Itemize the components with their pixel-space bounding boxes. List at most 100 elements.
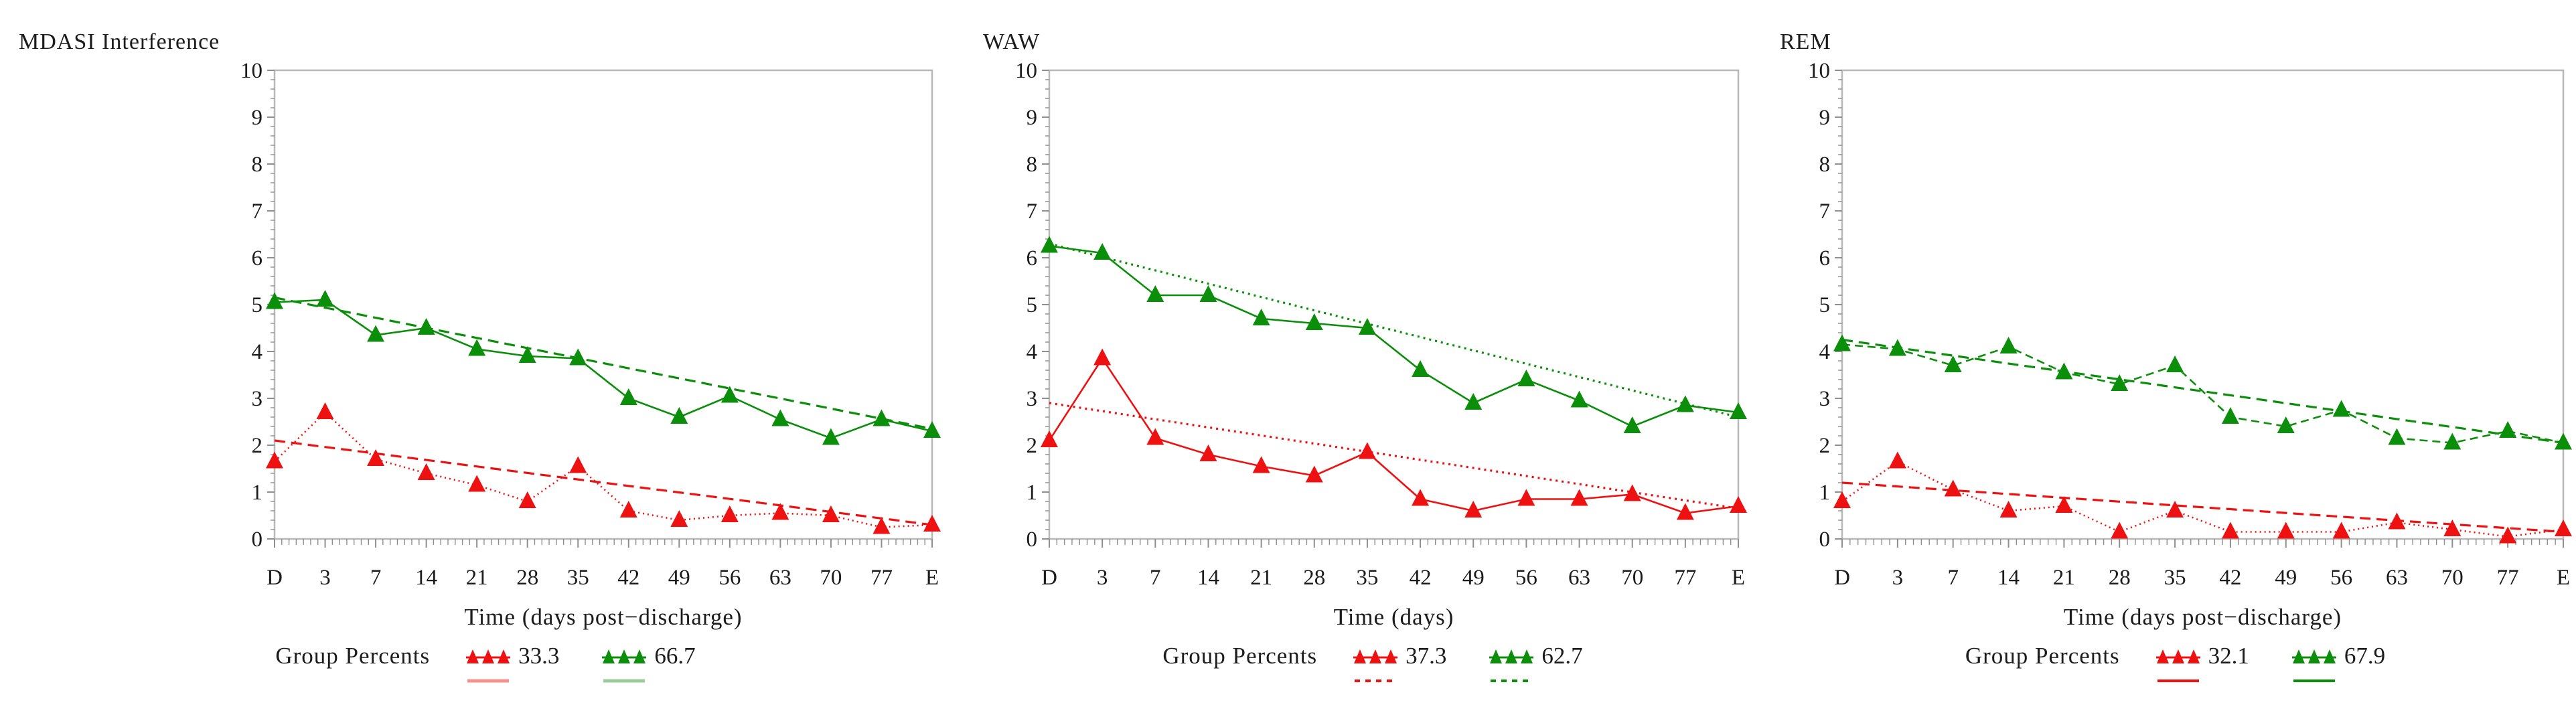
green-data-point-marker — [2221, 407, 2239, 424]
y-tick-label: 5 — [1819, 293, 1831, 317]
green-data-point-marker — [1358, 318, 1376, 335]
legend-group-label: Group Percents — [1162, 643, 1318, 669]
legend-group-label: Group Percents — [275, 643, 431, 669]
x-tick-label: E — [1732, 566, 1745, 590]
green-series-line — [1049, 245, 1739, 428]
red-data-point-marker — [1146, 428, 1164, 445]
green-data-point-marker — [2443, 432, 2461, 450]
green-trend-legend-swatch — [1491, 680, 1533, 682]
red-data-point-marker — [1676, 503, 1694, 520]
green-data-point-marker — [518, 346, 536, 363]
red-series-percent: 32.1 — [2208, 643, 2249, 669]
red-series-legend-swatch — [1353, 649, 1398, 663]
chart-panel-rem: 0 1 2 3 4 5 6 7 8 9 10 D 3 7 14 21 28 35 42 49 56 63 70 77 E REM… — [1774, 0, 2576, 717]
green-trend-legend-swatch — [603, 679, 646, 683]
red-data-point-marker — [822, 505, 840, 522]
green-data-point-marker — [1041, 236, 1058, 253]
red-data-point-marker — [1199, 445, 1217, 461]
x-tick-label: 77 — [870, 566, 893, 590]
green-data-point-marker — [1093, 243, 1112, 260]
y-tick-label: 4 — [1027, 340, 1038, 364]
green-data-point-marker — [2499, 421, 2517, 438]
y-tick-label: 7 — [1027, 200, 1038, 224]
green-data-point-marker — [1412, 360, 1430, 377]
chart-panel-waw: 0 1 2 3 4 5 6 7 8 9 10 D 3 7 14 21 28 35 42 49 56 63 70 77 E WAW… — [971, 0, 1774, 717]
y-tick-label: 1 — [1027, 481, 1038, 505]
x-tick-label: 14 — [1997, 566, 2020, 590]
red-series-line — [1048, 357, 1739, 514]
red-data-point-marker — [1944, 479, 1962, 497]
red-trend-line — [1049, 402, 1739, 510]
red-data-point-marker — [1517, 489, 1535, 506]
x-tick-label: 3 — [1892, 566, 1904, 590]
y-tick-label: 7 — [1819, 200, 1831, 224]
x-tick-label: 42 — [1410, 566, 1432, 590]
x-tick-label: 28 — [1303, 566, 1325, 590]
red-data-point-marker — [619, 501, 637, 517]
y-tick-label: 0 — [1819, 528, 1831, 552]
y-tick-label: 9 — [252, 106, 263, 130]
green-series-line — [1841, 343, 2564, 444]
x-axis-title: Time (days post−discharge) — [464, 604, 743, 630]
plot-frame — [1048, 69, 1740, 540]
green-data-point-marker — [619, 388, 637, 405]
red-data-point-marker — [2166, 501, 2184, 517]
y-tick-label: 6 — [1027, 246, 1038, 270]
x-tick-label: D — [267, 566, 283, 590]
x-tick-label: 63 — [2386, 566, 2408, 590]
y-tick-label: 8 — [252, 153, 263, 177]
legend-group-label: Group Percents — [1965, 643, 2120, 669]
x-tick-label: 7 — [1947, 566, 1959, 590]
y-tick-label: 3 — [1819, 387, 1831, 411]
chart-title: WAW — [983, 29, 1041, 54]
x-tick-label: 49 — [668, 566, 690, 590]
x-tick-label: E — [2557, 566, 2570, 590]
green-data-point-marker — [1623, 416, 1641, 433]
red-data-point-marker — [1623, 484, 1641, 501]
red-data-point-marker — [417, 463, 435, 480]
green-series-percent: 62.7 — [1541, 643, 1583, 669]
y-tick-label: 2 — [1819, 434, 1831, 458]
y-tick-label: 0 — [252, 528, 263, 552]
green-data-point-marker — [1570, 390, 1588, 408]
x-tick-label: 35 — [567, 566, 589, 590]
x-tick-label: 21 — [2053, 566, 2075, 590]
red-series-line — [274, 411, 933, 528]
red-data-point-marker — [2388, 512, 2406, 530]
green-data-point-marker — [721, 386, 739, 403]
x-tick-label: 35 — [1356, 566, 1378, 590]
green-data-point-marker — [1888, 339, 1906, 356]
x-axis-title: Time (days) — [1333, 604, 1454, 630]
y-tick-label: 9 — [1027, 106, 1038, 130]
green-series-line — [274, 299, 933, 439]
red-data-point-marker — [1041, 430, 1058, 447]
red-series-legend-swatch — [2155, 649, 2200, 663]
x-tick-label: E — [925, 566, 939, 590]
x-tick-label: 7 — [1150, 566, 1161, 590]
red-data-point-marker — [1888, 451, 1906, 469]
legend: Group Percents 32.1 67.9 — [1774, 643, 2576, 686]
red-data-point-marker — [2221, 522, 2239, 539]
green-trend-line — [1049, 242, 1739, 418]
red-data-point-marker — [1833, 491, 1851, 508]
y-tick-label: 9 — [1819, 106, 1831, 130]
green-data-point-marker — [316, 290, 334, 307]
x-tick-label: 70 — [820, 566, 842, 590]
x-tick-label: D — [1041, 566, 1057, 590]
red-trend-legend-swatch — [1355, 680, 1397, 682]
x-tick-label: 49 — [1462, 566, 1485, 590]
y-tick-label: 6 — [1819, 246, 1831, 270]
x-tick-label: 42 — [2219, 566, 2241, 590]
green-data-point-marker — [266, 292, 283, 309]
x-tick-label: 77 — [2497, 566, 2519, 590]
green-data-point-marker — [2277, 416, 2295, 433]
red-series-legend-swatch — [466, 649, 511, 663]
y-tick-label: 2 — [1027, 434, 1038, 458]
green-data-point-marker — [873, 409, 891, 426]
green-data-point-marker — [1305, 313, 1323, 330]
red-data-point-marker — [923, 515, 941, 532]
red-trend-legend-swatch — [467, 679, 510, 683]
